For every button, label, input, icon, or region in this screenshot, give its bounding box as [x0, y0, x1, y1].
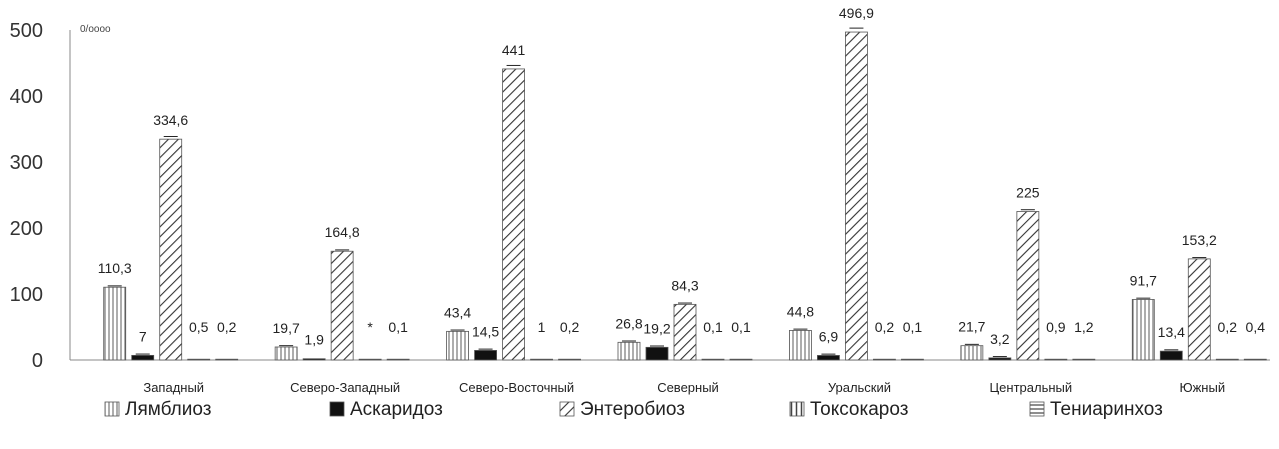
bar: [215, 358, 239, 361]
data-label: 1,9: [304, 332, 324, 348]
legend-swatch: [329, 401, 345, 417]
bar: [502, 68, 525, 361]
data-label: 0,2: [1218, 319, 1238, 335]
data-label: 0,1: [903, 319, 923, 335]
bar: [446, 330, 469, 361]
data-label: 19,2: [643, 320, 670, 336]
bar: [789, 330, 812, 361]
bar: [187, 358, 211, 361]
data-label: 0,9: [1046, 319, 1066, 335]
bar: [1044, 358, 1068, 361]
legend-swatch: [104, 401, 120, 417]
bar: [1131, 299, 1155, 361]
data-label: 0,2: [560, 319, 580, 335]
data-label: 110,3: [98, 260, 132, 276]
data-label: 334,6: [153, 112, 188, 128]
legend-label: Аскаридоз: [350, 399, 443, 420]
bar: [1187, 258, 1211, 361]
data-label: 496,9: [839, 5, 874, 21]
legend-label: Тениаринхоз: [1050, 399, 1163, 420]
data-label: 6,9: [819, 328, 839, 344]
data-label: 19,7: [273, 320, 300, 336]
x-tick-label: Южный: [1179, 380, 1225, 395]
data-label: 441: [502, 42, 526, 58]
data-label: 3,2: [990, 331, 1010, 347]
bar: [330, 250, 354, 361]
legend-swatch: [789, 401, 805, 417]
data-label: 153,2: [1182, 232, 1217, 248]
data-label: *: [367, 319, 373, 335]
data-labels-group: 110,3 7 334,6 0,5 0,2 19,71,9 164,8 * 0,1 43,414,…: [98, 5, 1266, 348]
bar: [358, 358, 382, 361]
data-label: 26,8: [615, 315, 642, 331]
y-tick-label: 200: [10, 218, 43, 240]
bar: [673, 303, 697, 361]
data-label: 7: [139, 328, 147, 344]
x-tick-label: Северный: [657, 380, 719, 395]
legend-swatch: [1029, 401, 1045, 417]
data-label: 164,8: [325, 224, 360, 240]
bar: [530, 358, 553, 361]
data-label: 14,5: [472, 323, 499, 339]
x-tick-label: Центральный: [990, 380, 1073, 395]
bar: [1016, 211, 1040, 361]
data-label: 91,7: [1130, 272, 1157, 288]
bar: [729, 358, 753, 361]
data-label: 0,2: [217, 319, 237, 335]
data-label: 0,4: [1246, 319, 1266, 335]
bar: [558, 358, 581, 361]
bar: [1243, 358, 1267, 361]
x-tick-label: Западный: [143, 380, 204, 395]
unit-label: 0/оооо: [80, 24, 111, 35]
data-label: 1,2: [1074, 319, 1094, 335]
data-label: 225: [1016, 185, 1040, 201]
data-label: 21,7: [958, 319, 985, 335]
y-tick-label: 0: [32, 350, 43, 372]
bar: [302, 358, 326, 361]
bar: [1159, 350, 1183, 361]
data-label: 1: [538, 319, 546, 335]
data-label: 13,4: [1158, 324, 1185, 340]
data-label: 0,2: [875, 319, 895, 335]
legend-swatch: [559, 401, 575, 417]
legend-label: Лямблиоз: [125, 399, 211, 420]
y-tick-label: 100: [10, 284, 43, 306]
bar: [988, 357, 1012, 361]
legend: Лямблиоз Аскаридоз Энтеробиоз Токсокароз Тен…: [104, 399, 1163, 420]
data-label: 0,1: [388, 319, 408, 335]
data-label: 0,1: [703, 319, 723, 335]
bar: [159, 138, 183, 361]
bar: [645, 346, 669, 361]
bars-group: [103, 27, 1267, 361]
bar: [386, 358, 410, 361]
bar: [817, 355, 840, 361]
x-tick-label: Северо-Восточный: [459, 380, 574, 395]
data-label: 0,1: [731, 319, 751, 335]
x-tick-label: Северо-Западный: [290, 380, 400, 395]
bar: [1072, 358, 1096, 361]
legend-label: Токсокароз: [810, 399, 908, 420]
bar: [845, 31, 868, 361]
y-tick-label: 400: [10, 86, 43, 108]
data-label: 43,4: [444, 304, 471, 320]
bar: [901, 358, 924, 361]
bar: [474, 350, 497, 361]
bar: [274, 346, 298, 361]
x-tick-label: Уральский: [828, 380, 891, 395]
data-label: 0,5: [189, 319, 209, 335]
bar: [131, 354, 155, 361]
bar: [103, 286, 127, 361]
bar: [1215, 358, 1239, 361]
y-tick-label: 500: [10, 20, 43, 42]
bar: [960, 345, 984, 361]
bar: [701, 358, 725, 361]
legend-label: Энтеробиоз: [580, 399, 685, 420]
data-label: 44,8: [787, 303, 814, 319]
bar: [617, 341, 641, 361]
axes: 0/оооо 0 100 200 300 400 500 Западный Северо-Зап…: [10, 20, 1270, 395]
bar: [873, 358, 896, 361]
data-label: 84,3: [671, 277, 698, 293]
y-tick-label: 300: [10, 152, 43, 174]
